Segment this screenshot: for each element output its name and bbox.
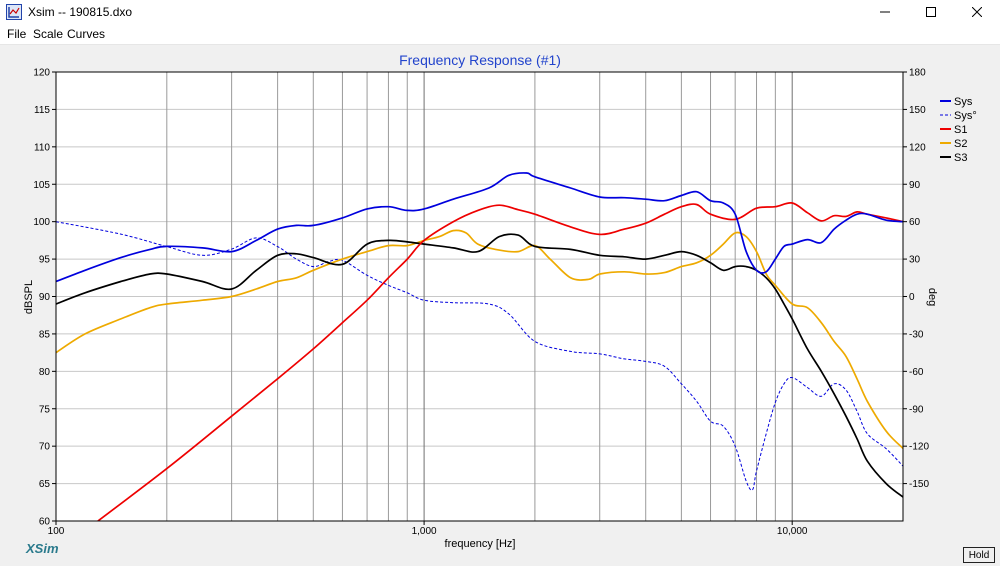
y-tick-label: 80	[39, 367, 51, 378]
series-line-s2	[56, 229, 903, 450]
close-button[interactable]	[954, 0, 1000, 24]
series-line-sys-phase	[56, 221, 903, 491]
y2-tick-label: 0	[909, 292, 915, 303]
close-icon	[972, 7, 982, 17]
menu-file[interactable]: File	[7, 27, 27, 41]
hold-button[interactable]: Hold	[963, 547, 995, 563]
y2-tick-label: 120	[909, 142, 926, 153]
maximize-button[interactable]	[908, 0, 954, 24]
y-axis-label: dBSPL	[23, 280, 35, 314]
y-tick-label: 100	[33, 217, 50, 228]
y-tick-label: 95	[39, 255, 51, 266]
y-tick-label: 110	[34, 142, 50, 153]
series-line-sys	[56, 172, 903, 283]
y-tick-label: 115	[34, 105, 50, 116]
y2-tick-label: -90	[909, 404, 924, 415]
x-tick-label: 100	[48, 526, 65, 537]
legend-label-s2: S2	[954, 138, 967, 150]
legend-label-sys-phase: Sys°	[954, 110, 977, 122]
menu-scale[interactable]: Scale	[33, 27, 64, 41]
plot-area	[56, 172, 903, 521]
legend-label-s1: S1	[954, 124, 967, 136]
minimize-icon	[880, 11, 890, 13]
series-line-s1	[97, 201, 903, 521]
series-line-s3	[56, 233, 903, 498]
xsim-brand: XSim	[25, 541, 59, 556]
y-tick-label: 75	[39, 404, 51, 415]
y-tick-label: 70	[39, 442, 51, 453]
y2-tick-label: -150	[909, 479, 929, 490]
y2-tick-label: -60	[909, 367, 924, 378]
y2-tick-label: 180	[909, 68, 926, 79]
y-tick-label: 85	[39, 329, 51, 340]
title-bar: Xsim -- 190815.dxo	[0, 0, 1000, 24]
y2-axis-label: deg	[926, 288, 938, 306]
chart-grid	[55, 71, 904, 522]
y-tick-label: 120	[33, 68, 50, 79]
chart-title: Frequency Response (#1)	[399, 52, 561, 68]
y2-tick-label: 60	[909, 217, 921, 228]
y2-tick-label: 90	[909, 180, 921, 191]
y-tick-label: 65	[39, 479, 51, 490]
legend-label-s3: S3	[954, 152, 967, 164]
x-tick-label: 10,000	[777, 526, 808, 537]
maximize-icon	[926, 7, 936, 17]
y2-tick-label: -120	[909, 442, 929, 453]
window-title: Xsim -- 190815.dxo	[28, 5, 133, 19]
y-tick-label: 105	[33, 180, 50, 191]
y2-tick-label: 150	[909, 105, 926, 116]
x-axis-label: frequency [Hz]	[445, 538, 516, 550]
y-tick-label: 60	[39, 517, 51, 528]
x-tick-label: 1,000	[412, 526, 437, 537]
frequency-response-chart[interactable]: Frequency Response (#1) 60 65 70 75 80 85 90 95…	[0, 45, 1000, 566]
menu-curves[interactable]: Curves	[67, 27, 106, 41]
y-tick-label: 90	[39, 292, 51, 303]
legend: Sys Sys° S1 S2 S3	[940, 96, 977, 164]
legend-label-sys: Sys	[954, 96, 973, 108]
menu-bar: File Scale Curves	[0, 24, 1000, 45]
chart-axes: 60 65 70 75 80 85 90 95 100 105 110 115 120 -150 -120 -…	[33, 68, 929, 538]
minimize-button[interactable]	[862, 0, 908, 24]
y2-tick-label: -30	[909, 329, 924, 340]
y2-tick-label: 30	[909, 255, 921, 266]
app-icon	[6, 4, 22, 20]
